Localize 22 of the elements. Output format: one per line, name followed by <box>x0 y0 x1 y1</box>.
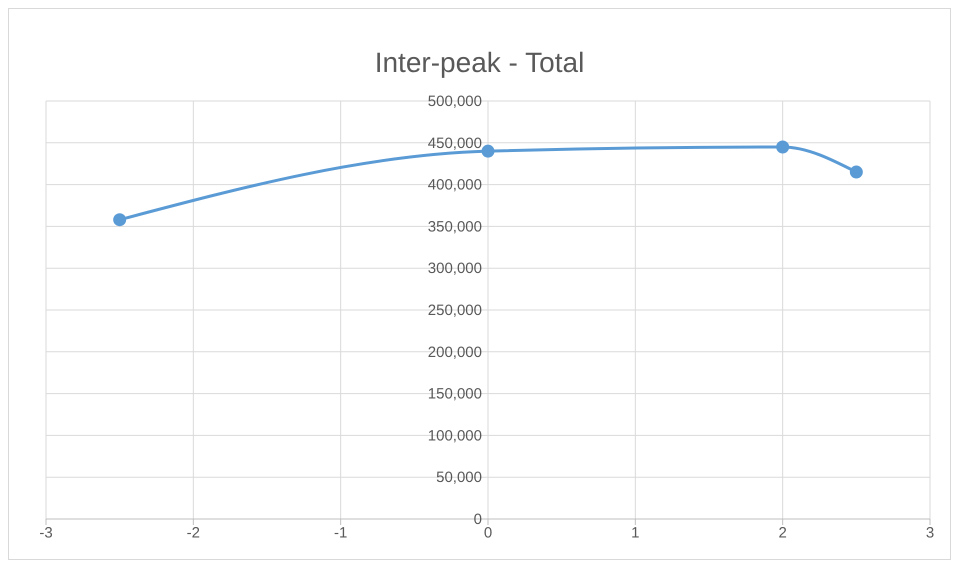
x-tick-label: 1 <box>631 524 640 542</box>
y-tick-label: 150,000 <box>428 386 482 403</box>
point <box>482 144 494 158</box>
y-tick-label: 500,000 <box>428 93 482 110</box>
point <box>113 213 126 226</box>
x-tick-label: 2 <box>778 524 787 542</box>
point <box>776 140 790 154</box>
y-tick-label: 50,000 <box>436 469 482 486</box>
point <box>850 166 863 179</box>
y-tick-label: 200,000 <box>428 344 482 361</box>
y-tick-label: 300,000 <box>428 260 482 278</box>
x-tick-label: -1 <box>334 524 348 542</box>
y-tick-label: 0 <box>474 511 482 528</box>
x-tick-label: 3 <box>926 524 934 542</box>
y-tick-label: 400,000 <box>428 176 482 194</box>
y-tick-label: 250,000 <box>428 302 482 319</box>
y-tick-label: 100,000 <box>428 427 482 444</box>
chart-title: Inter-peak - Total <box>374 46 586 79</box>
x-tick-label: -2 <box>186 524 200 542</box>
y-tick-label: 350,000 <box>428 218 482 236</box>
y-tick-label: 450,000 <box>428 134 482 152</box>
x-tick-label: -3 <box>39 524 53 542</box>
